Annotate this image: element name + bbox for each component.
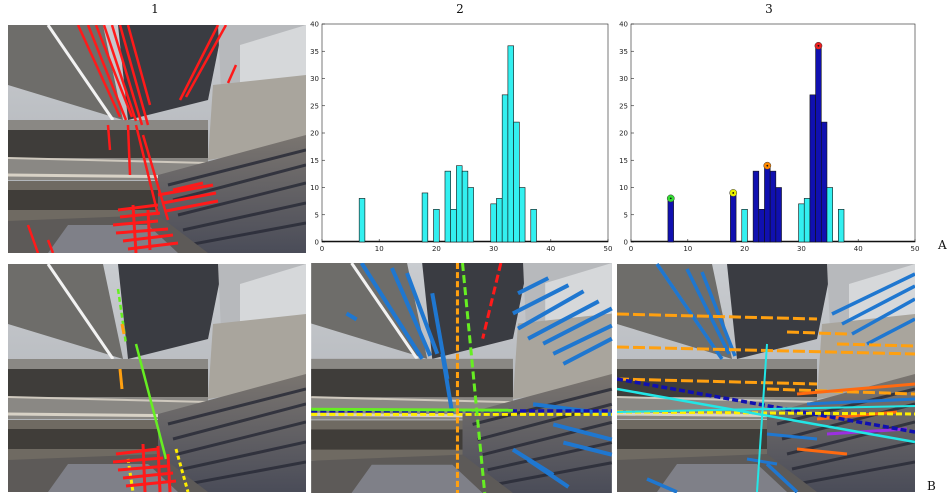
- y-tick-label: 25: [619, 102, 628, 110]
- y-tick-label: 20: [310, 130, 319, 138]
- vanishing-lines-b1: [116, 288, 190, 493]
- histogram-bar: [758, 209, 765, 243]
- photo-panel-b1: [8, 263, 306, 493]
- detected-segments-red-cluster-b1: [112, 443, 177, 493]
- y-tick-label: 30: [619, 75, 628, 83]
- histogram-bar: [838, 209, 845, 243]
- photo-panel-a1: [8, 25, 306, 253]
- histogram-panel-a2: 0 5 10 15 20 25 30 35 40 0 10 20 30 40 50: [310, 21, 613, 254]
- histogram-bar: [752, 170, 760, 243]
- y-tick-label: 35: [619, 48, 628, 56]
- row-label-b: B: [927, 479, 936, 493]
- histogram-bar: [769, 170, 777, 243]
- x-tick-label: 20: [740, 245, 749, 253]
- photo-panel-b3: [617, 263, 915, 493]
- y-tick-label: 0: [315, 239, 319, 247]
- y-tick-label: 10: [619, 184, 628, 192]
- x-tick-label: 0: [629, 245, 633, 253]
- detected-lines-blue-b3: [646, 263, 915, 493]
- detected-lines-red: [26, 25, 238, 253]
- histogram-bar: [775, 187, 782, 243]
- histogram-bar: [513, 121, 520, 243]
- histogram-panel-a3: 0 5 10 15 20 25 30 35 40 0 10 20 30 40 50: [619, 21, 920, 254]
- x-tick-label: 30: [489, 245, 498, 253]
- histogram-bar: [507, 45, 514, 243]
- histogram-bar: [444, 170, 451, 243]
- histogram-bar: [421, 192, 429, 243]
- histogram-bar: [820, 121, 828, 243]
- y-tick-label: 5: [315, 211, 319, 219]
- histogram-bar: [741, 209, 748, 243]
- column-label-3: 3: [765, 2, 773, 16]
- y-tick-label: 15: [619, 157, 628, 165]
- y-tick-label: 5: [624, 211, 628, 219]
- x-tick-label: 10: [683, 245, 692, 253]
- histogram-bar: [467, 187, 474, 243]
- detected-segments-red-cluster: [112, 181, 219, 253]
- histogram-bar: [461, 170, 469, 243]
- peak-marker-center: [817, 44, 820, 47]
- histogram-bar: [496, 198, 503, 243]
- histogram-bar: [798, 203, 805, 243]
- x-tick-label: 30: [797, 245, 806, 253]
- y-tick-label: 40: [619, 21, 628, 29]
- histogram-bar: [815, 45, 822, 243]
- y-tick-label: 25: [310, 102, 319, 110]
- histogram-bar: [809, 94, 816, 243]
- histogram-bar: [519, 187, 526, 243]
- histogram-bar: [450, 209, 457, 243]
- column-label-2: 2: [456, 2, 464, 16]
- peak-marker-center: [766, 164, 769, 167]
- y-tick-label: 40: [310, 21, 319, 29]
- histogram-bar: [667, 198, 674, 243]
- vanishing-lines-b3: [617, 343, 915, 493]
- histogram-bar: [358, 198, 366, 243]
- histogram-bar: [826, 187, 833, 243]
- y-tick-label: 10: [310, 184, 319, 192]
- detected-lines-blue-b2: [345, 263, 613, 489]
- row-label-a: A: [938, 238, 947, 252]
- vanishing-lines-b2: [311, 263, 612, 493]
- peak-marker-center: [732, 192, 735, 194]
- y-tick-label: 20: [619, 130, 628, 138]
- histogram-bar: [764, 165, 771, 243]
- x-tick-label: 50: [604, 245, 613, 253]
- peak-marker-center: [669, 197, 672, 200]
- histogram-bar: [803, 198, 811, 243]
- x-tick-label: 40: [854, 245, 863, 253]
- histogram-bar: [456, 165, 463, 243]
- photo-panel-b2: [310, 263, 613, 493]
- y-tick-label: 15: [310, 157, 319, 165]
- y-tick-label: 30: [310, 75, 319, 83]
- x-tick-label: 10: [375, 245, 384, 253]
- x-tick-label: 50: [911, 245, 920, 253]
- histogram-bar: [530, 209, 537, 243]
- x-tick-label: 0: [320, 245, 324, 253]
- histogram-bar: [730, 192, 737, 243]
- histogram-bar: [433, 209, 440, 243]
- column-label-1: 1: [151, 2, 159, 16]
- y-tick-label: 0: [624, 239, 628, 247]
- y-tick-label: 35: [310, 48, 319, 56]
- x-tick-label: 20: [432, 245, 441, 253]
- histogram-bar: [490, 203, 497, 243]
- histogram-bar: [501, 94, 509, 243]
- x-tick-label: 40: [546, 245, 555, 253]
